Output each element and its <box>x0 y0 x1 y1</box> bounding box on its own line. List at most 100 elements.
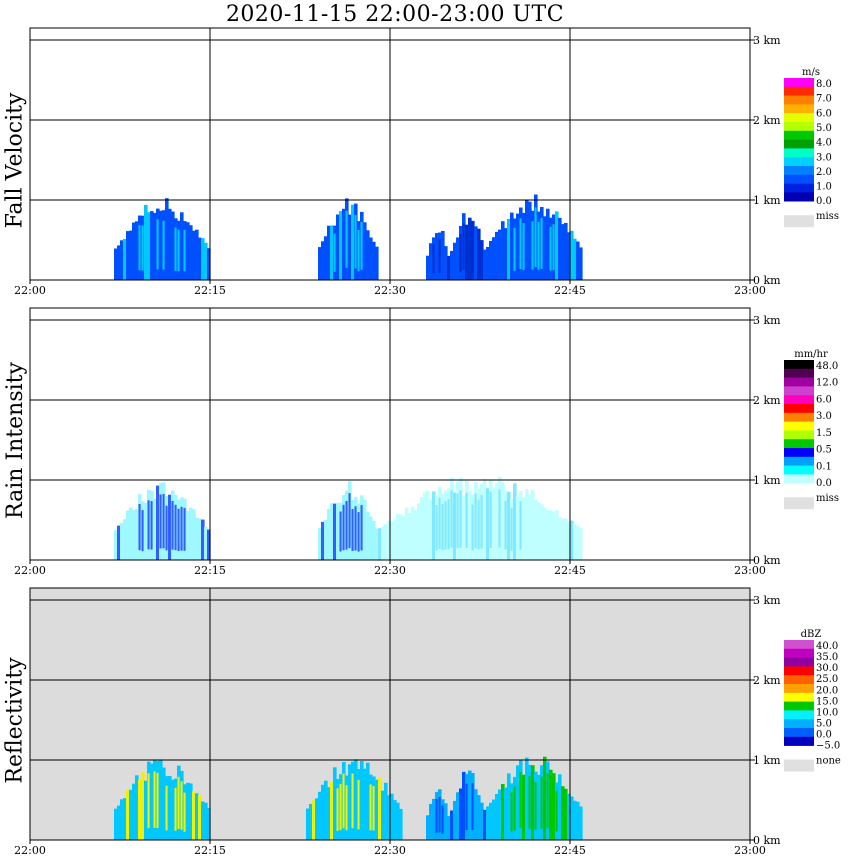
echo-core <box>147 500 150 550</box>
echo-column <box>363 222 367 280</box>
echo-column <box>561 518 565 560</box>
colorbar-segment <box>784 174 814 184</box>
echo-column <box>189 783 193 840</box>
y-tick-label: 2 km <box>753 394 781 407</box>
echo-column <box>573 238 577 280</box>
colorbar-segment <box>784 439 814 449</box>
echo-column <box>522 497 526 560</box>
echo-column <box>153 212 157 280</box>
echo-column <box>480 802 484 840</box>
echo-column <box>483 249 487 280</box>
echo-column <box>402 516 406 560</box>
echo-column <box>498 789 502 840</box>
echo-core <box>432 501 435 550</box>
echo-core <box>171 501 174 550</box>
echo-column <box>153 498 157 560</box>
echo-column <box>123 239 127 280</box>
echo-cell <box>318 198 379 280</box>
echo-core <box>144 216 147 269</box>
echo-core <box>459 234 462 272</box>
colorbar-label: 4.0 <box>816 138 832 149</box>
echo-column <box>186 782 190 840</box>
colorbar-label: 5.0 <box>816 718 832 729</box>
echo-column <box>474 226 478 280</box>
echo-column <box>423 492 427 560</box>
echo-cell <box>486 194 583 280</box>
echo-column <box>525 757 529 840</box>
echo-core <box>489 491 492 548</box>
echo-column <box>558 774 562 840</box>
x-tick-label: 23:00 <box>734 284 766 297</box>
echo-core <box>141 782 144 830</box>
colorbar-segment <box>784 701 814 711</box>
echo-column <box>321 521 325 560</box>
echo-column <box>555 510 559 560</box>
echo-core <box>435 505 438 551</box>
echo-core <box>513 227 516 271</box>
y-tick-label: 1 km <box>753 754 781 767</box>
colorbar-segment <box>784 166 814 176</box>
colorbar-label: 12.0 <box>816 378 838 389</box>
echo-column <box>375 246 379 280</box>
echo-column <box>570 230 574 280</box>
echo-column <box>330 503 334 560</box>
echo-column <box>540 504 544 560</box>
echo-cell <box>114 759 211 840</box>
echo-core <box>354 215 357 269</box>
echo-column <box>480 240 484 280</box>
echo-cell <box>114 482 211 560</box>
echo-column <box>363 499 367 560</box>
echo-column <box>567 232 571 280</box>
echo-column <box>120 799 124 840</box>
echo-column <box>390 521 394 560</box>
echo-core <box>180 781 183 830</box>
colorbar-label: 15.0 <box>816 696 838 707</box>
echo-column <box>483 478 487 560</box>
echo-column <box>504 228 508 280</box>
colorbar-label: 48.0 <box>816 361 838 372</box>
echo-core <box>177 508 180 551</box>
x-tick-label: 23:00 <box>734 564 766 577</box>
echo-cell <box>426 789 451 840</box>
echo-column <box>138 779 142 840</box>
chart-title: 2020-11-15 22:00-23:00 UTC <box>225 2 565 27</box>
echo-column <box>579 806 583 840</box>
colorbar-label: 6.0 <box>816 108 832 119</box>
echo-core <box>540 217 543 269</box>
echo-column <box>132 510 136 560</box>
echo-column <box>198 237 202 280</box>
echo-column <box>114 248 118 280</box>
echo-core <box>153 771 156 828</box>
echo-core <box>438 497 441 549</box>
echo-core <box>138 504 141 551</box>
echo-core <box>498 489 501 548</box>
echo-column <box>120 240 124 280</box>
echo-column <box>546 208 550 280</box>
echo-column <box>132 222 136 280</box>
colorbar-segment <box>784 719 814 729</box>
colorbar-label: 30.0 <box>816 663 838 674</box>
y-tick-label: 1 km <box>753 194 781 207</box>
echo-column <box>456 237 460 280</box>
y-tick-label: 3 km <box>753 314 781 327</box>
echo-column <box>150 763 154 840</box>
echo-core <box>555 221 558 270</box>
echo-core <box>183 507 186 551</box>
echo-column <box>453 800 457 840</box>
colorbar-segment <box>784 183 814 193</box>
echo-cell <box>306 759 403 840</box>
echo-core <box>360 222 363 270</box>
echo-column <box>126 789 130 840</box>
echo-core <box>510 508 513 551</box>
colorbar-label: 5.0 <box>816 123 832 134</box>
colorbar-label: 20.0 <box>816 685 838 696</box>
echo-column <box>498 229 502 280</box>
echo-column <box>516 496 520 560</box>
echo-column <box>561 786 565 840</box>
colorbar-label: 0.0 <box>816 478 832 489</box>
colorbar-missing-label: miss <box>816 211 839 222</box>
echo-column <box>369 237 373 280</box>
x-tick-label: 22:45 <box>554 844 586 857</box>
x-tick-label: 22:15 <box>194 564 226 577</box>
echo-column <box>432 798 436 840</box>
